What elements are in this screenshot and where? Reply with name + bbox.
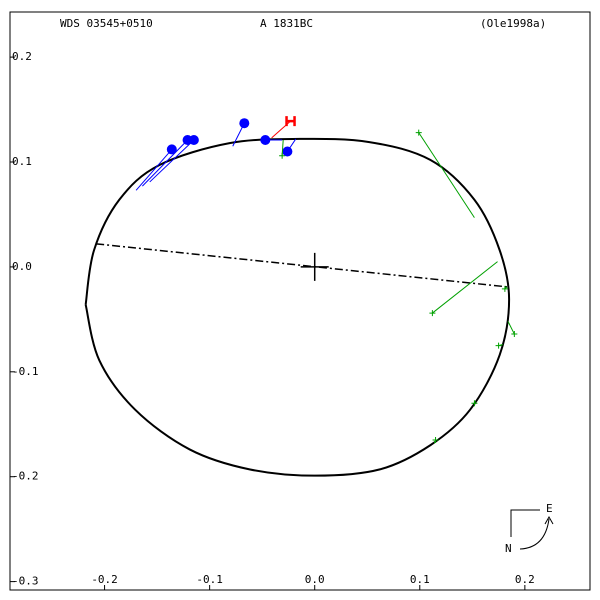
observation [429, 310, 436, 317]
observation [239, 118, 250, 129]
y-tick-label: -0.2 [12, 470, 39, 483]
observation [432, 436, 439, 443]
compass-north: N [505, 542, 512, 555]
x-tick-label: 0.2 [515, 573, 535, 586]
x-tick-label: -0.2 [91, 573, 118, 586]
residual-line [149, 139, 195, 183]
residual-line [418, 132, 475, 218]
line-of-nodes [96, 243, 508, 288]
observation [279, 152, 286, 159]
observation [260, 134, 271, 145]
y-tick-label: -0.3 [12, 575, 39, 588]
residual-line [135, 149, 173, 191]
chart-subtitle: A 1831BC [260, 17, 313, 30]
x-tick-label: 0.1 [410, 573, 430, 586]
residual-line [432, 261, 498, 314]
x-tick-label: 0.0 [305, 573, 325, 586]
y-tick-label: 0.2 [12, 50, 32, 63]
y-tick-label: 0.0 [12, 260, 32, 273]
observation [188, 134, 199, 145]
observation [471, 400, 478, 407]
residual-line [507, 321, 515, 335]
compass-axes [510, 509, 540, 537]
reference: (Ole1998a) [480, 17, 546, 30]
y-tick-label: 0.1 [12, 155, 32, 168]
observation [501, 285, 508, 292]
center-cross [300, 252, 329, 281]
observation [285, 116, 296, 127]
residual-line [142, 139, 188, 187]
orbit [84, 137, 511, 477]
observation [415, 129, 422, 136]
frame [9, 11, 591, 591]
compass-arrowhead [544, 515, 554, 525]
y-tick-label: -0.1 [12, 365, 39, 378]
compass-arrow [519, 518, 550, 550]
compass: E N [505, 502, 554, 555]
compass-east: E [546, 502, 553, 515]
observation [495, 342, 502, 349]
x-tick-label: -0.1 [196, 573, 223, 586]
observation [166, 144, 177, 155]
observation [282, 146, 293, 157]
observation [511, 331, 518, 338]
chart-title: WDS 03545+0510 [60, 17, 153, 30]
